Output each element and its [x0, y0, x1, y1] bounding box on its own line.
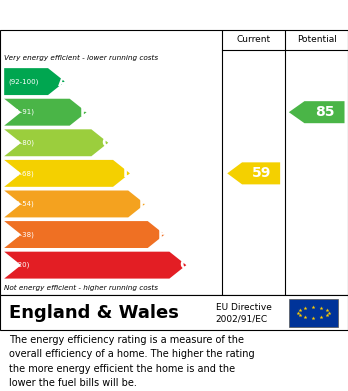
- Text: (81-91): (81-91): [8, 109, 34, 115]
- Polygon shape: [4, 129, 108, 156]
- Polygon shape: [4, 252, 186, 279]
- Text: (1-20): (1-20): [8, 262, 30, 268]
- Text: C: C: [101, 136, 112, 150]
- Text: Very energy efficient - lower running costs: Very energy efficient - lower running co…: [4, 55, 158, 61]
- Text: The energy efficiency rating is a measure of the
overall efficiency of a home. T: The energy efficiency rating is a measur…: [9, 335, 254, 388]
- Polygon shape: [4, 160, 130, 187]
- Bar: [289, 298, 338, 326]
- Text: England & Wales: England & Wales: [9, 303, 179, 321]
- Polygon shape: [227, 162, 280, 185]
- Text: Current: Current: [237, 36, 271, 45]
- Text: E: E: [139, 197, 148, 211]
- Text: F: F: [158, 228, 168, 242]
- Text: 2002/91/EC: 2002/91/EC: [216, 315, 268, 324]
- Polygon shape: [4, 68, 65, 95]
- Polygon shape: [4, 221, 165, 248]
- Text: (92-100): (92-100): [8, 78, 39, 85]
- Text: (39-54): (39-54): [8, 201, 34, 207]
- Text: (55-68): (55-68): [8, 170, 34, 177]
- Text: (69-80): (69-80): [8, 140, 34, 146]
- Polygon shape: [289, 101, 345, 123]
- Text: Potential: Potential: [297, 36, 337, 45]
- Text: Not energy efficient - higher running costs: Not energy efficient - higher running co…: [4, 285, 158, 291]
- Text: Energy Efficiency Rating: Energy Efficiency Rating: [9, 7, 219, 23]
- Text: B: B: [80, 105, 90, 119]
- Text: (21-38): (21-38): [8, 231, 34, 238]
- Text: D: D: [122, 166, 134, 180]
- Text: EU Directive: EU Directive: [216, 303, 272, 312]
- Polygon shape: [4, 99, 87, 126]
- Polygon shape: [4, 190, 145, 217]
- Text: A: A: [58, 75, 69, 89]
- Text: 85: 85: [315, 105, 334, 119]
- Text: 59: 59: [251, 166, 271, 180]
- Text: G: G: [179, 258, 190, 272]
